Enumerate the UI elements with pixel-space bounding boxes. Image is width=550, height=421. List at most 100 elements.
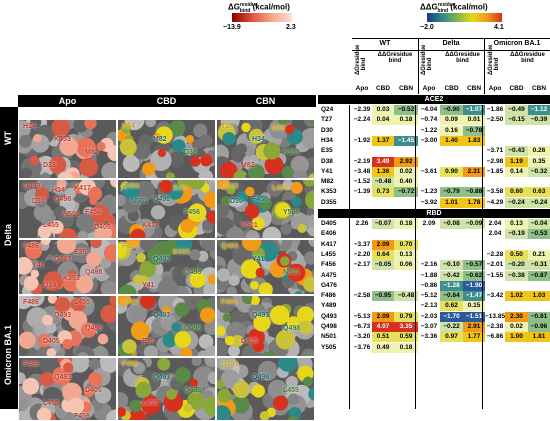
- column-header-cbd: CBD: [117, 96, 216, 106]
- table-row-label: H34: [321, 136, 333, 146]
- legend-left-min: −13.9: [223, 24, 241, 31]
- table-cell: −3.20: [352, 332, 372, 342]
- table-cell: [440, 250, 463, 260]
- table-row-label: Q24: [321, 105, 333, 115]
- table-cell: −2.58: [352, 291, 372, 301]
- sublabel-0-2: CBN: [394, 85, 418, 92]
- residue-label: Y41: [32, 262, 44, 269]
- table-cell: 0.63: [528, 187, 550, 197]
- table-cell: −3.00: [418, 136, 440, 146]
- residue-label: M82: [85, 149, 99, 156]
- table-cell: −0.39: [528, 115, 550, 125]
- table-cell: −0.64: [440, 291, 463, 301]
- table-cell: −0.87: [528, 271, 550, 281]
- residue-label: K417: [74, 185, 91, 192]
- table-cell: 0.73: [372, 187, 394, 197]
- legend-right-colorbar: [427, 13, 502, 22]
- table-cell: 0.62: [440, 301, 463, 311]
- table-cell: −5.12: [418, 291, 440, 301]
- residue-label: Q498: [184, 387, 201, 394]
- residue-label: F456: [74, 413, 90, 420]
- table-cell: 2.04: [485, 219, 505, 229]
- residue-label: Q498: [184, 269, 201, 276]
- table-cell: −4.04: [418, 105, 440, 115]
- table-row-label: E35: [321, 146, 333, 156]
- table-cell: −2.98: [485, 157, 505, 167]
- table-cell: −0.42: [440, 271, 463, 281]
- table-cell: −5.13: [352, 312, 372, 322]
- table-cell: −3.76: [352, 343, 372, 353]
- residue-label: H34: [52, 187, 65, 194]
- table-cell: [418, 240, 440, 250]
- residue-label: F456: [85, 209, 101, 216]
- table-cell: −1.85: [485, 167, 505, 177]
- table-cell: −2.13: [418, 301, 440, 311]
- residue-label: L455: [142, 400, 158, 407]
- table-cell: 0.49: [372, 343, 394, 353]
- table-cell: [440, 177, 463, 187]
- table-cell: 3.49: [372, 157, 394, 167]
- residue-label: Q493: [54, 256, 71, 263]
- table-cell: 0.60: [505, 187, 528, 197]
- table-cell: −2.20: [352, 250, 372, 260]
- table-cell: [505, 343, 528, 353]
- table-cell: 1.03: [528, 291, 550, 301]
- table-cell: −13.85: [485, 312, 505, 322]
- residue-label: Q498: [184, 325, 201, 332]
- table-cell: −0.19: [505, 229, 528, 239]
- table-cell: [372, 301, 394, 311]
- table-cell: −0.32: [528, 167, 550, 177]
- table-cell: [372, 271, 394, 281]
- residue-label: Q498: [85, 325, 102, 332]
- table-cell: [418, 146, 440, 156]
- table-row-label: T27: [321, 115, 332, 125]
- table-cell: −0.95: [372, 291, 394, 301]
- table-cell: [505, 126, 528, 136]
- table-cell: [528, 301, 550, 311]
- table-cell: [485, 281, 505, 291]
- table-row-label: Y41: [321, 167, 333, 177]
- residue-label: Q493: [23, 183, 40, 190]
- table-cell: 2.04: [485, 229, 505, 239]
- residue-label: Q493: [221, 183, 238, 190]
- residue-label: L455: [74, 299, 90, 306]
- table-divider: [349, 105, 350, 409]
- residue-label: F486: [23, 299, 39, 306]
- table-cell: 1.01: [440, 198, 463, 208]
- table-cell: [505, 301, 528, 311]
- table-cell: −1.23: [418, 187, 440, 197]
- residue-label: Q24: [43, 282, 56, 289]
- residue-label: D38: [184, 149, 197, 156]
- table-cell: 2.09: [418, 219, 440, 229]
- residue-label: D38: [272, 125, 285, 132]
- residue-label: D30: [32, 198, 45, 205]
- table-cell: [485, 136, 505, 146]
- section-header: ACE2: [318, 95, 550, 104]
- table-cell: 1.37: [372, 136, 394, 146]
- residue-label: H34: [122, 123, 135, 130]
- sublabel-0-1: CBD: [372, 85, 394, 92]
- residue-label: D405: [85, 387, 102, 394]
- table-cell: [418, 250, 440, 260]
- table-cell: 0.51: [372, 332, 394, 342]
- table-cell: −0.10: [440, 260, 463, 270]
- table-cell: [485, 301, 505, 311]
- table-row-label: Y489: [321, 301, 336, 311]
- table-cell: [418, 157, 440, 167]
- residue-label: Q493: [153, 374, 170, 381]
- table-cell: −3.92: [418, 198, 440, 208]
- table-row-label: D405: [321, 219, 337, 229]
- table-cell: −1.92: [352, 136, 372, 146]
- table-cell: −2.38: [485, 322, 505, 332]
- table-cell: 0.35: [528, 157, 550, 167]
- table-cell: 0.16: [440, 126, 463, 136]
- table-row-label: D38: [321, 157, 333, 167]
- table-cell: −2.50: [485, 115, 505, 125]
